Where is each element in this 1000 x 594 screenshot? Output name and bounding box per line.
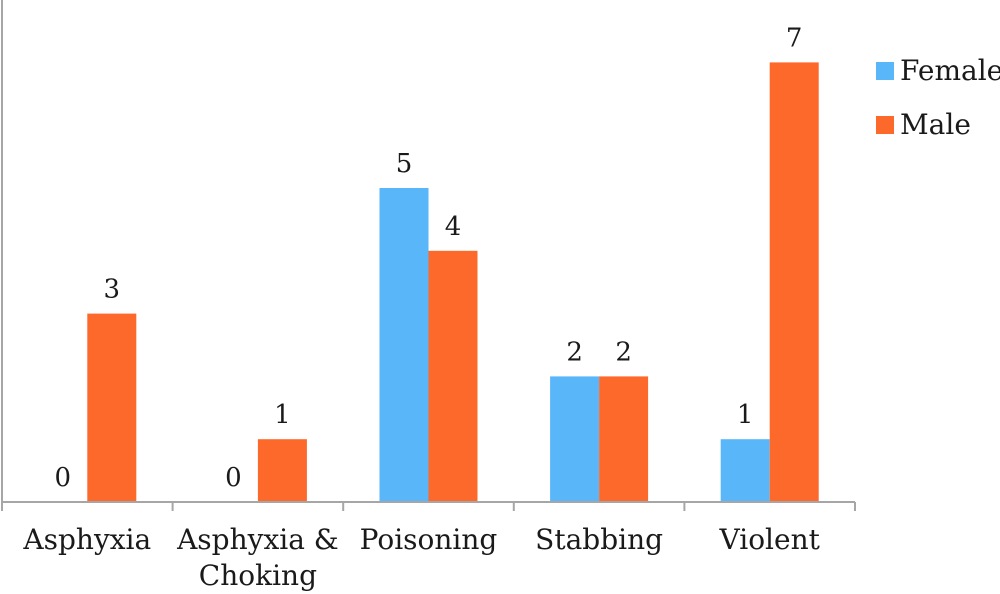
bar-male-violent	[769, 62, 819, 503]
data-labels-group: 0 3 0 1 5 4 2 2 1 7	[55, 23, 803, 493]
bar-male-stabbing	[599, 376, 649, 502]
data-label-female-stabbing: 2	[566, 337, 583, 367]
data-label-male-violent: 7	[786, 23, 803, 53]
data-label-male-stabbing: 2	[615, 337, 632, 367]
data-label-male-asphyxia: 3	[104, 275, 121, 305]
bars-group	[87, 62, 819, 503]
data-label-female-asphyxia-choking: 0	[225, 463, 242, 493]
data-label-female-violent: 1	[737, 400, 754, 430]
data-label-female-asphyxia: 0	[55, 463, 72, 493]
legend: Female Male	[876, 54, 1000, 141]
x-tick-label-poisoning: Poisoning	[360, 523, 498, 556]
data-label-male-poisoning: 4	[445, 212, 462, 242]
data-label-male-asphyxia-choking: 1	[274, 400, 291, 430]
bar-male-asphyxia	[87, 313, 137, 502]
x-tick-label-stabbing: Stabbing	[535, 523, 663, 556]
legend-swatch-female	[876, 62, 894, 80]
x-tick-label-asphyxia-choking: Asphyxia & Choking	[176, 523, 339, 592]
x-tick-label-violent: Violent	[719, 523, 821, 556]
x-tick-label-asphyxia: Asphyxia	[22, 523, 151, 556]
bar-male-asphyxia-choking	[257, 439, 307, 502]
legend-swatch-male	[876, 116, 894, 134]
bar-female-violent	[720, 439, 770, 502]
data-label-female-poisoning: 5	[396, 149, 413, 179]
x-tick-labels-group: Asphyxia Asphyxia & Choking Poisoning Stabbi…	[22, 523, 820, 592]
bar-male-poisoning	[428, 250, 478, 502]
bar-female-stabbing	[550, 376, 600, 502]
legend-label-male: Male	[900, 108, 971, 141]
legend-label-female: Female	[900, 54, 1000, 87]
x-ticks-group	[1, 502, 856, 511]
bar-female-poisoning	[379, 188, 429, 502]
